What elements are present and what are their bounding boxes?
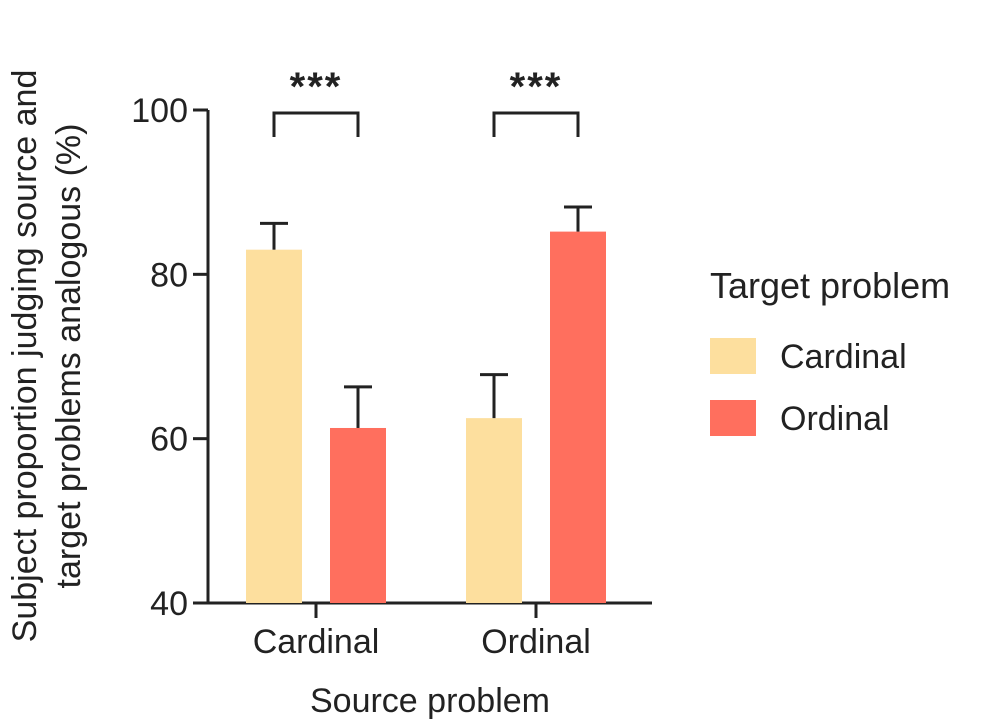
legend: Cardinal Ordinal bbox=[710, 338, 907, 438]
x-ticks: Cardinal Ordinal bbox=[253, 603, 591, 661]
y-tick-label: 40 bbox=[150, 585, 188, 623]
legend-title: Target problem bbox=[710, 265, 950, 306]
bar bbox=[246, 249, 302, 603]
y-ticks: 40 60 80 100 bbox=[131, 92, 208, 623]
x-tick-label: Ordinal bbox=[481, 623, 591, 661]
y-tick-label: 60 bbox=[150, 421, 188, 459]
significance-label: *** bbox=[290, 65, 343, 109]
bar bbox=[466, 418, 522, 603]
legend-label: Cardinal bbox=[780, 338, 907, 376]
x-tick-label: Cardinal bbox=[253, 623, 380, 661]
bars bbox=[246, 205, 606, 603]
legend-label: Ordinal bbox=[780, 400, 890, 438]
legend-swatch bbox=[710, 338, 756, 374]
y-axis-title-line-1: Subject proportion judging source and bbox=[6, 70, 44, 643]
significance-brackets: *** *** bbox=[272, 65, 580, 137]
x-axis-title: Source problem bbox=[310, 682, 550, 720]
legend-swatch bbox=[710, 400, 756, 436]
y-tick-label: 80 bbox=[150, 256, 188, 294]
bar bbox=[550, 231, 606, 603]
significance-bracket bbox=[492, 111, 580, 137]
significance-label: *** bbox=[510, 65, 563, 109]
bar bbox=[330, 427, 386, 603]
y-axis-title-line-2: target problems analogous (%) bbox=[50, 124, 88, 589]
y-tick-label: 100 bbox=[131, 92, 188, 130]
significance-bracket bbox=[272, 111, 360, 137]
